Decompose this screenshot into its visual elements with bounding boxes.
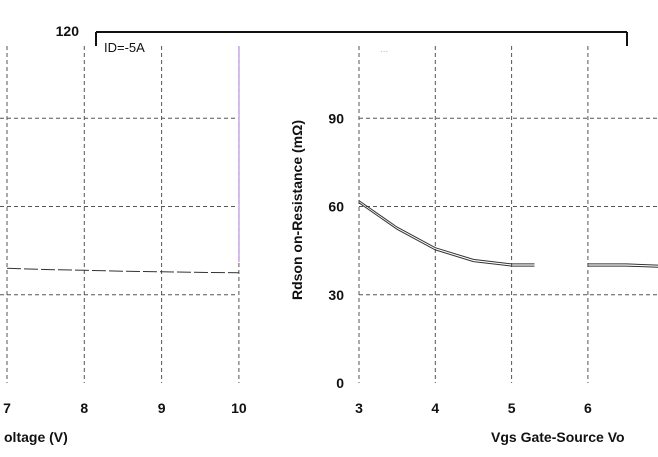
right-series-line-1	[587, 263, 658, 266]
right-y-axis-title: Rdson on-Resistance (mΩ)	[289, 120, 305, 300]
top-tick-label-120: 120	[56, 23, 80, 39]
top-annotation-right: ...	[380, 44, 388, 55]
right-series-line-0	[358, 200, 535, 265]
right-x-tick-6: 6	[584, 400, 592, 416]
right-series-line-1-shadow	[587, 265, 658, 268]
left-x-tick-8: 8	[80, 400, 88, 416]
right-x-tick-4: 4	[431, 400, 439, 416]
left-series	[6, 267, 239, 274]
right-y-tick-60: 60	[328, 199, 344, 215]
right-x-tick-5: 5	[508, 400, 516, 416]
left-chart-panel: 7 8 9 10 oltage (V)	[0, 46, 247, 445]
left-x-tick-7: 7	[3, 400, 11, 416]
top-fragment: 120 ID=-5A ...	[56, 23, 628, 55]
left-x-axis-title: oltage (V)	[4, 429, 68, 445]
left-x-tick-9: 9	[158, 400, 166, 416]
left-series-line-0	[6, 267, 239, 274]
left-grid	[0, 46, 240, 383]
right-grid	[358, 46, 658, 383]
left-x-tick-10: 10	[231, 400, 247, 416]
right-y-tick-30: 30	[328, 287, 344, 303]
left-x-tick-labels: 7 8 9 10	[3, 400, 247, 416]
top-annotation: ID=-5A	[104, 40, 145, 55]
right-y-tick-90: 90	[328, 110, 344, 126]
right-x-tick-labels: 3 4 5 6	[355, 400, 592, 416]
right-series	[358, 200, 658, 268]
right-y-tick-labels: 0 30 60 90	[328, 110, 344, 391]
right-x-tick-3: 3	[355, 400, 363, 416]
right-chart-panel: 3 4 5 6 0 30 60 90 Rdson on-Resistance (mΩ) Vg…	[289, 46, 658, 445]
right-x-axis-title: Vgs Gate-Source Vo	[491, 429, 625, 445]
right-y-tick-0: 0	[336, 375, 344, 391]
right-series-line-0-shadow	[358, 202, 535, 267]
